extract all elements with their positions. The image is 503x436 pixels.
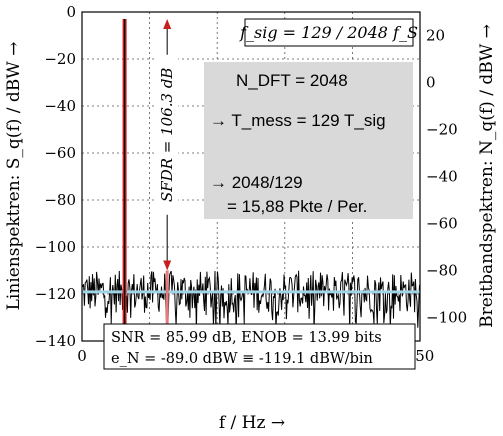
snr-label: SNR = 85.99 dB, ENOB = 13.99 bits xyxy=(111,330,382,346)
x-tick-label: 0 xyxy=(77,347,87,365)
fsig-label: f_sig = 129 / 2048 f_S xyxy=(239,23,418,42)
y-right-tick-label: 0 xyxy=(426,74,436,92)
snr-box xyxy=(103,323,416,370)
y-left-tick-label: 0 xyxy=(66,3,76,21)
x-axis-label: f / Hz → xyxy=(219,413,285,433)
sfdr-label-bg xyxy=(156,54,179,215)
info-box xyxy=(204,62,413,219)
y-left-tick-label: −100 xyxy=(35,238,76,256)
ratio-line1: → 2048/129 xyxy=(210,173,303,192)
y-right-tick-label: −40 xyxy=(426,168,458,186)
y-axis-left-label: Linienspektren: S_q(f) / dBW → xyxy=(4,42,24,311)
y-right-tick-label: −100 xyxy=(426,309,467,327)
tmess-label: → T_mess = 129 T_sig xyxy=(210,111,386,130)
fsig-box xyxy=(244,18,414,47)
en-label: e_N = -89.0 dBW ≡ -119.1 dBW/bin xyxy=(111,351,373,367)
y-right-tick-label: −20 xyxy=(426,121,458,139)
ndft-label: N_DFT = 2048 xyxy=(236,71,348,90)
y-left-tick-label: −120 xyxy=(35,285,76,303)
y-left-tick-label: −20 xyxy=(44,50,76,68)
sfdr-label: SFDR = 106.3 dB xyxy=(158,68,176,202)
y-left-tick-label: −60 xyxy=(44,144,76,162)
sfdr-arrow-bottom xyxy=(163,260,172,271)
y-left-tick-label: −140 xyxy=(35,332,76,350)
y-right-tick-label: 20 xyxy=(426,27,445,45)
ratio-line2: = 15,88 Pkte / Per. xyxy=(227,197,367,216)
sfdr-arrow-top xyxy=(163,19,172,30)
y-left-tick-label: −40 xyxy=(44,97,76,115)
y-right-tick-label: −60 xyxy=(426,215,458,233)
y-axis-right-label: Breitbandspektren: N_q(f) / dBW → xyxy=(477,24,497,328)
y-right-tick-label: −80 xyxy=(426,262,458,280)
y-left-tick-label: −80 xyxy=(44,191,76,209)
sfdr-marker: SFDR = 106.3 dB xyxy=(156,19,179,271)
